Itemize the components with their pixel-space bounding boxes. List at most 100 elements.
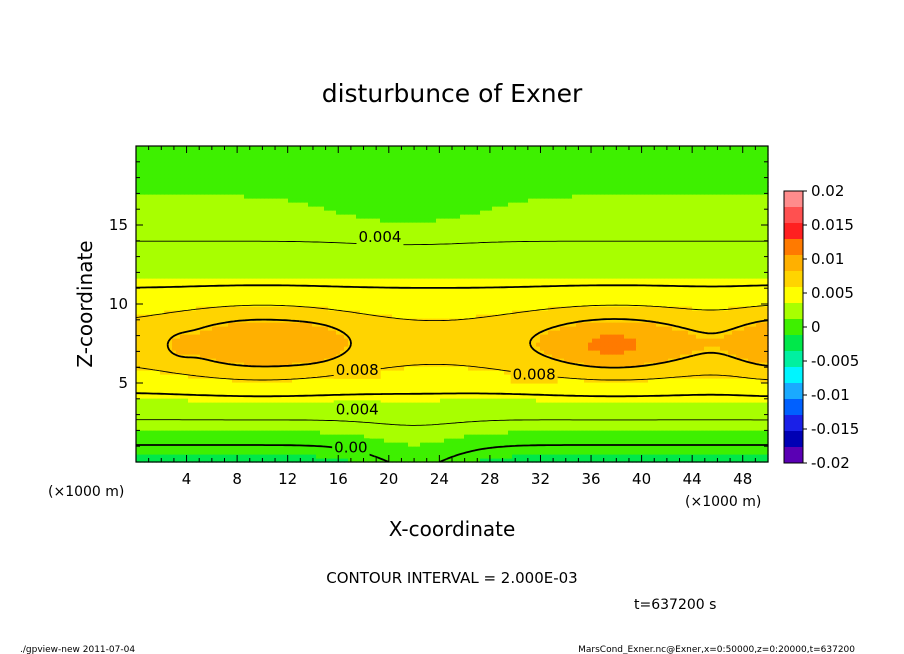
field-cell [628, 354, 633, 359]
field-cell [564, 410, 569, 415]
field-cell [516, 446, 521, 451]
field-cell [368, 342, 373, 347]
field-cell [500, 354, 505, 359]
field-cell [720, 378, 725, 383]
field-cell [724, 338, 729, 343]
field-cell [472, 370, 477, 375]
field-cell [168, 374, 173, 379]
field-cell [568, 346, 573, 351]
field-cell [704, 378, 709, 383]
field-cell [720, 454, 725, 459]
field-cell [408, 406, 413, 411]
field-cell [180, 454, 185, 459]
field-cell [252, 406, 257, 411]
field-cell [392, 426, 397, 431]
field-cell [216, 402, 221, 407]
field-cell [140, 422, 145, 427]
field-cell [560, 430, 565, 435]
field-cell [200, 446, 205, 451]
field-cell [456, 334, 461, 339]
field-cell [216, 458, 221, 463]
field-cell [380, 342, 385, 347]
field-cell [272, 426, 277, 431]
field-cell [364, 398, 369, 403]
field-cell [600, 354, 605, 359]
field-cell [704, 430, 709, 435]
field-cell [468, 354, 473, 359]
field-cell [724, 458, 729, 463]
field-cell [520, 454, 525, 459]
field-cell [436, 458, 441, 463]
field-cell [356, 334, 361, 339]
field-cell [588, 338, 593, 343]
field-cell [564, 434, 569, 439]
field-cell [712, 410, 717, 415]
field-cell [332, 350, 337, 355]
field-cell [252, 454, 257, 459]
field-cell [180, 418, 185, 423]
field-cell [208, 390, 213, 395]
field-cell [716, 374, 721, 379]
field-cell [572, 374, 577, 379]
field-cell [624, 402, 629, 407]
field-cell [740, 354, 745, 359]
field-cell [588, 354, 593, 359]
field-cell [152, 422, 157, 427]
field-cell [316, 458, 321, 463]
field-cell [420, 354, 425, 359]
field-cell [752, 454, 757, 459]
field-cell [172, 386, 177, 391]
field-cell [244, 430, 249, 435]
field-cell [708, 362, 713, 367]
field-cell [740, 450, 745, 455]
field-cell [692, 458, 697, 463]
field-cell [724, 370, 729, 375]
field-cell [728, 438, 733, 443]
field-cell [228, 434, 233, 439]
field-cell [180, 346, 185, 351]
field-cell [628, 382, 633, 387]
field-cell [168, 450, 173, 455]
field-cell [244, 402, 249, 407]
field-cell [504, 442, 509, 447]
field-cell [332, 426, 337, 431]
field-cell [660, 358, 665, 363]
field-cell [396, 342, 401, 347]
field-cell [248, 410, 253, 415]
field-cell [440, 354, 445, 359]
field-cell [368, 418, 373, 423]
field-cell [172, 450, 177, 455]
field-cell [740, 366, 745, 371]
field-cell [476, 426, 481, 431]
field-cell [232, 342, 237, 347]
field-cell [404, 426, 409, 431]
field-cell [764, 422, 769, 427]
field-cell [728, 370, 733, 375]
field-cell [712, 362, 717, 367]
field-cell [740, 338, 745, 343]
field-cell [296, 334, 301, 339]
field-cell [488, 430, 493, 435]
field-cell [548, 430, 553, 435]
field-cell [440, 418, 445, 423]
field-cell [744, 418, 749, 423]
field-cell [244, 434, 249, 439]
field-cell [508, 410, 513, 415]
field-cell [728, 414, 733, 419]
field-cell [716, 438, 721, 443]
field-cell [460, 342, 465, 347]
field-cell [276, 354, 281, 359]
field-cell [620, 422, 625, 427]
field-cell [592, 354, 597, 359]
field-cell [496, 394, 501, 399]
field-cell [292, 414, 297, 419]
field-cell [252, 350, 257, 355]
field-cell [220, 354, 225, 359]
field-cell [560, 438, 565, 443]
field-cell [412, 418, 417, 423]
field-cell [180, 422, 185, 427]
field-cell [152, 346, 157, 351]
field-cell [504, 386, 509, 391]
field-cell [636, 450, 641, 455]
field-cell [540, 402, 545, 407]
